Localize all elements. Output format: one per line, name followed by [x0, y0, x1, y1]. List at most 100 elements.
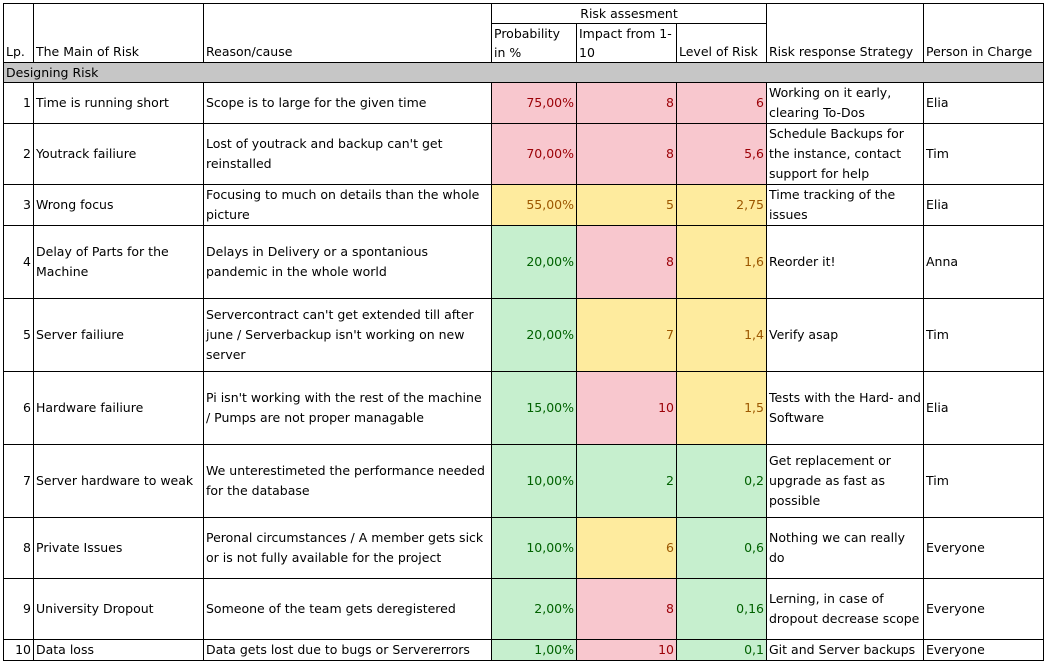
impact-cell: 10 — [576, 639, 677, 661]
table-row: 5 Server failiure Servercontract can't get… — [3, 298, 1044, 372]
impact-cell: 6 — [576, 517, 677, 579]
impact-cell: 8 — [576, 225, 677, 299]
person-cell: Elia — [923, 371, 1044, 445]
table-row: 6 Hardware failiure Pi isn't working with … — [3, 371, 1044, 445]
risk-level-cell: 6 — [676, 82, 767, 124]
risk-name: University Dropout — [33, 578, 204, 640]
probability-cell: 70,00% — [491, 123, 577, 185]
row-number: 5 — [3, 298, 34, 372]
table-row: 4 Delay of Parts for the Machine Delays in… — [3, 225, 1044, 299]
strategy-cell: Reorder it! — [766, 225, 924, 299]
person-cell: Everyone — [923, 639, 1044, 661]
risk-level-cell: 0,2 — [676, 444, 767, 518]
table-row: 8 Private Issues Peronal circumstances / A… — [3, 517, 1044, 579]
risk-reason: Scope is to large for the given time — [203, 82, 492, 124]
row-number: 1 — [3, 82, 34, 124]
risk-assessment-header: Risk assesment — [491, 3, 767, 24]
impact-cell: 2 — [576, 444, 677, 518]
impact-cell: 8 — [576, 82, 677, 124]
risk-reason: Data gets lost due to bugs or Servererro… — [203, 639, 492, 661]
risk-level-cell: 1,5 — [676, 371, 767, 445]
row-number: 9 — [3, 578, 34, 640]
section-title: Designing Risk — [3, 62, 1044, 83]
person-cell: Tim — [923, 123, 1044, 185]
risk-reason: Peronal circumstances / A member gets si… — [203, 517, 492, 579]
row-number: 2 — [3, 123, 34, 185]
strategy-cell: Verify asap — [766, 298, 924, 372]
risk-reason: Pi isn't working with the rest of the ma… — [203, 371, 492, 445]
table-row: 7 Server hardware to weak We unterestimete… — [3, 444, 1044, 518]
strategy-header: Risk response Strategy — [766, 23, 924, 63]
impact-header: Impact from 1-10 — [576, 23, 677, 63]
risk-reason: Lost of youtrack and backup can't get re… — [203, 123, 492, 185]
risk-level-cell: 5,6 — [676, 123, 767, 185]
risk-level-cell: 1,6 — [676, 225, 767, 299]
risk-name: Hardware failiure — [33, 371, 204, 445]
probability-cell: 2,00% — [491, 578, 577, 640]
reason-header: Reason/cause — [203, 23, 492, 63]
person-cell: Elia — [923, 184, 1044, 226]
probability-cell: 20,00% — [491, 225, 577, 299]
main-risk-header: The Main of Risk — [33, 23, 204, 63]
impact-cell: 5 — [576, 184, 677, 226]
risk-reason: We unterestimeted the performance needed… — [203, 444, 492, 518]
probability-cell: 1,00% — [491, 639, 577, 661]
strategy-cell: Get replacement or upgrade as fast as po… — [766, 444, 924, 518]
probability-cell: 55,00% — [491, 184, 577, 226]
probability-header: Probability in % — [491, 23, 577, 63]
person-cell: Tim — [923, 444, 1044, 518]
probability-cell: 75,00% — [491, 82, 577, 124]
risk-name: Data loss — [33, 639, 204, 661]
probability-cell: 20,00% — [491, 298, 577, 372]
person-cell: Everyone — [923, 578, 1044, 640]
table-row: 2 Youtrack failiure Lost of youtrack and b… — [3, 123, 1044, 185]
risk-name: Wrong focus — [33, 184, 204, 226]
risk-reason: Servercontract can't get extended till a… — [203, 298, 492, 372]
risk-level-cell: 0,6 — [676, 517, 767, 579]
row-number: 3 — [3, 184, 34, 226]
probability-cell: 10,00% — [491, 444, 577, 518]
lp-header: Lp. — [3, 23, 34, 63]
table-row: 1 Time is running short Scope is to large … — [3, 82, 1044, 124]
risk-name: Youtrack failiure — [33, 123, 204, 185]
row-number: 4 — [3, 225, 34, 299]
impact-cell: 8 — [576, 123, 677, 185]
risk-name: Server hardware to weak — [33, 444, 204, 518]
strategy-cell: Tests with the Hard- and Software — [766, 371, 924, 445]
risk-name: Time is running short — [33, 82, 204, 124]
impact-cell: 7 — [576, 298, 677, 372]
risk-name: Delay of Parts for the Machine — [33, 225, 204, 299]
table-row: 3 Wrong focus Focusing to much on details … — [3, 184, 1044, 226]
header-row: Lp. The Main of Risk Reason/cause Probab… — [3, 23, 1044, 63]
person-header: Person in Charge — [923, 23, 1044, 63]
risk-level-cell: 0,1 — [676, 639, 767, 661]
risk-name: Server failiure — [33, 298, 204, 372]
person-cell: Tim — [923, 298, 1044, 372]
strategy-cell: Git and Server backups — [766, 639, 924, 661]
section-row: Designing Risk — [3, 62, 1044, 83]
strategy-cell: Lerning, in case of dropout decrease sco… — [766, 578, 924, 640]
person-cell: Anna — [923, 225, 1044, 299]
strategy-cell: Nothing we can really do — [766, 517, 924, 579]
row-number: 6 — [3, 371, 34, 445]
risk-name: Private Issues — [33, 517, 204, 579]
risk-reason: Someone of the team gets deregistered — [203, 578, 492, 640]
row-number: 7 — [3, 444, 34, 518]
strategy-cell: Working on it early, clearing To-Dos — [766, 82, 924, 124]
risk-level-cell: 0,16 — [676, 578, 767, 640]
probability-cell: 10,00% — [491, 517, 577, 579]
strategy-cell: Time tracking of the issues — [766, 184, 924, 226]
header-row-top: Risk assesment — [3, 3, 1044, 24]
row-number: 8 — [3, 517, 34, 579]
level-header: Level of Risk — [676, 23, 767, 63]
risk-table: Risk assesment Lp. The Main of Risk Reas… — [3, 3, 1044, 661]
risk-level-cell: 1,4 — [676, 298, 767, 372]
impact-cell: 10 — [576, 371, 677, 445]
row-number: 10 — [3, 639, 34, 661]
strategy-cell: Schedule Backups for the instance, conta… — [766, 123, 924, 185]
probability-cell: 15,00% — [491, 371, 577, 445]
table-row: 9 University Dropout Someone of the team g… — [3, 578, 1044, 640]
risk-level-cell: 2,75 — [676, 184, 767, 226]
table-row: 10 Data loss Data gets lost due to bugs or… — [3, 639, 1044, 661]
person-cell: Everyone — [923, 517, 1044, 579]
